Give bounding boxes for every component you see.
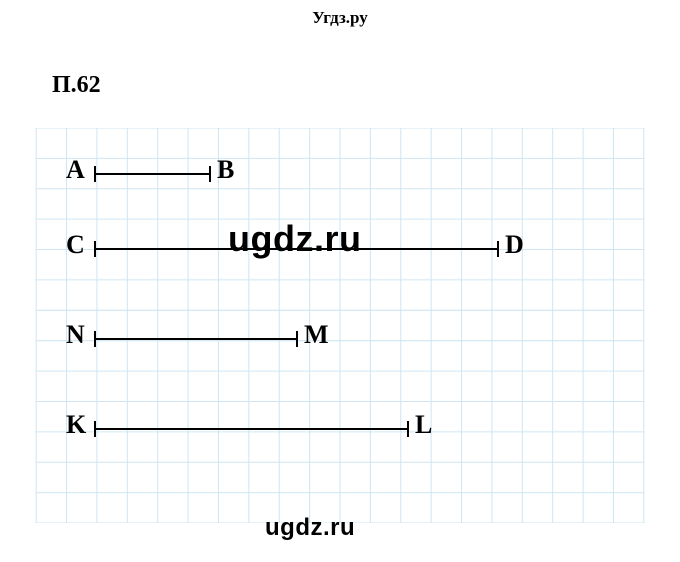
label-N: N <box>66 320 85 350</box>
label-K: K <box>66 410 86 440</box>
segment-AB <box>94 173 211 175</box>
problem-number: П.62 <box>52 72 101 99</box>
label-L: L <box>415 410 432 440</box>
label-M: M <box>304 320 329 350</box>
graph-paper: A B C D N M K L <box>34 128 646 523</box>
label-C: C <box>66 230 85 260</box>
segment-CD <box>94 248 499 250</box>
label-B: B <box>217 155 234 185</box>
label-D: D <box>505 230 524 260</box>
grid-lines <box>34 128 646 523</box>
label-A: A <box>66 155 85 185</box>
site-header: Угдз.ру <box>0 8 680 28</box>
segment-NM <box>94 338 298 340</box>
segment-KL <box>94 428 409 430</box>
